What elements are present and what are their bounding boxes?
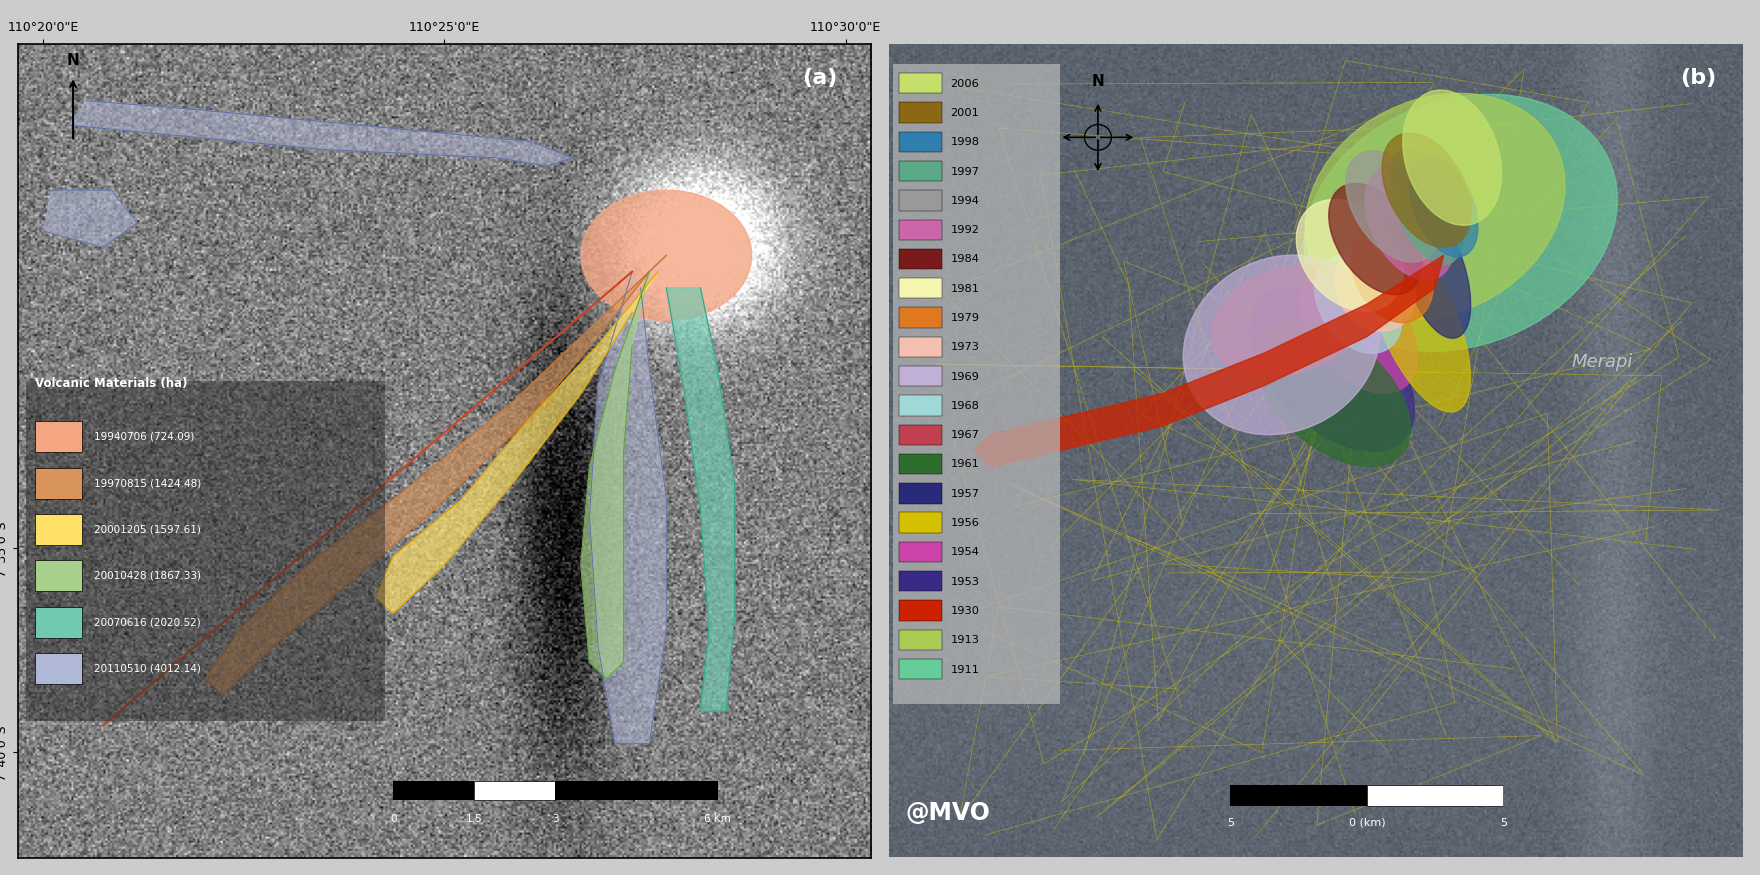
Ellipse shape [581,190,752,320]
Text: 1979: 1979 [950,313,979,323]
Ellipse shape [1306,94,1565,319]
FancyBboxPatch shape [899,73,942,94]
FancyBboxPatch shape [26,382,385,721]
Text: 1954: 1954 [950,548,979,557]
FancyBboxPatch shape [899,220,942,240]
Ellipse shape [1315,255,1403,354]
FancyBboxPatch shape [899,131,942,152]
Polygon shape [590,271,667,744]
Text: 1913: 1913 [950,635,979,645]
Text: 1984: 1984 [950,255,979,264]
FancyBboxPatch shape [892,64,1060,704]
Polygon shape [581,271,649,678]
Polygon shape [667,288,734,711]
Text: 1968: 1968 [950,401,979,411]
Text: 19940706 (724.09): 19940706 (724.09) [95,431,195,442]
Text: 1953: 1953 [950,577,979,586]
Text: Volcanic Materials (ha): Volcanic Materials (ha) [35,376,187,389]
Text: 1957: 1957 [950,489,979,499]
Text: 2001: 2001 [950,108,979,118]
Ellipse shape [1255,321,1410,466]
FancyBboxPatch shape [35,514,81,545]
Text: 1994: 1994 [950,196,979,206]
FancyBboxPatch shape [35,561,81,592]
FancyBboxPatch shape [899,513,942,533]
Ellipse shape [1399,205,1471,339]
Text: 19970815 (1424.48): 19970815 (1424.48) [95,478,202,488]
FancyBboxPatch shape [35,607,81,638]
Text: 1997: 1997 [950,166,979,177]
FancyBboxPatch shape [899,190,942,211]
Polygon shape [69,101,572,165]
Text: 1981: 1981 [950,284,979,294]
Text: 20110510 (4012.14): 20110510 (4012.14) [95,664,201,674]
Text: 1961: 1961 [950,459,979,470]
FancyBboxPatch shape [899,483,942,503]
Text: 1992: 1992 [950,225,979,235]
FancyBboxPatch shape [35,422,81,452]
Ellipse shape [1304,94,1617,351]
FancyBboxPatch shape [899,248,942,270]
Text: N: N [1091,74,1104,88]
Ellipse shape [1390,149,1463,264]
Text: 20010428 (1867.33): 20010428 (1867.33) [95,571,201,581]
Ellipse shape [1336,245,1415,331]
Text: N: N [67,53,79,68]
Ellipse shape [1183,255,1380,435]
Text: 2006: 2006 [950,79,979,88]
Text: (b): (b) [1681,68,1716,88]
Polygon shape [206,255,667,695]
FancyBboxPatch shape [899,542,942,562]
FancyBboxPatch shape [899,600,942,620]
FancyBboxPatch shape [35,654,81,684]
FancyBboxPatch shape [899,659,942,679]
Text: 1930: 1930 [950,606,979,616]
FancyBboxPatch shape [899,161,942,181]
Text: 20001205 (1597.61): 20001205 (1597.61) [95,524,201,535]
FancyBboxPatch shape [899,454,942,474]
FancyBboxPatch shape [899,630,942,650]
FancyBboxPatch shape [899,102,942,122]
FancyBboxPatch shape [899,571,942,592]
Text: (a): (a) [803,68,838,88]
Ellipse shape [1299,263,1417,394]
Ellipse shape [1352,220,1433,323]
FancyBboxPatch shape [35,468,81,499]
Text: 1911: 1911 [950,664,979,675]
Text: @MVO: @MVO [906,801,991,825]
FancyBboxPatch shape [899,337,942,357]
Ellipse shape [1251,287,1415,452]
Text: 1969: 1969 [950,372,979,382]
FancyBboxPatch shape [899,278,942,298]
Ellipse shape [1366,229,1470,412]
Ellipse shape [1366,165,1454,280]
Ellipse shape [1410,156,1478,257]
FancyBboxPatch shape [899,307,942,328]
FancyBboxPatch shape [899,424,942,444]
FancyBboxPatch shape [899,396,942,416]
Polygon shape [377,271,658,613]
Text: 20070616 (2020.52): 20070616 (2020.52) [95,618,201,627]
Ellipse shape [1211,264,1369,377]
Ellipse shape [1382,133,1471,248]
Polygon shape [975,255,1443,467]
Ellipse shape [1329,184,1422,295]
Text: Merapi: Merapi [1572,353,1633,371]
Text: 1973: 1973 [950,342,979,353]
Ellipse shape [1403,90,1501,225]
Polygon shape [44,190,137,247]
Text: 1956: 1956 [950,518,979,528]
Text: 1967: 1967 [950,430,979,440]
Text: 1998: 1998 [950,137,979,147]
Ellipse shape [1297,200,1403,312]
Ellipse shape [1346,150,1440,262]
FancyBboxPatch shape [899,366,942,387]
